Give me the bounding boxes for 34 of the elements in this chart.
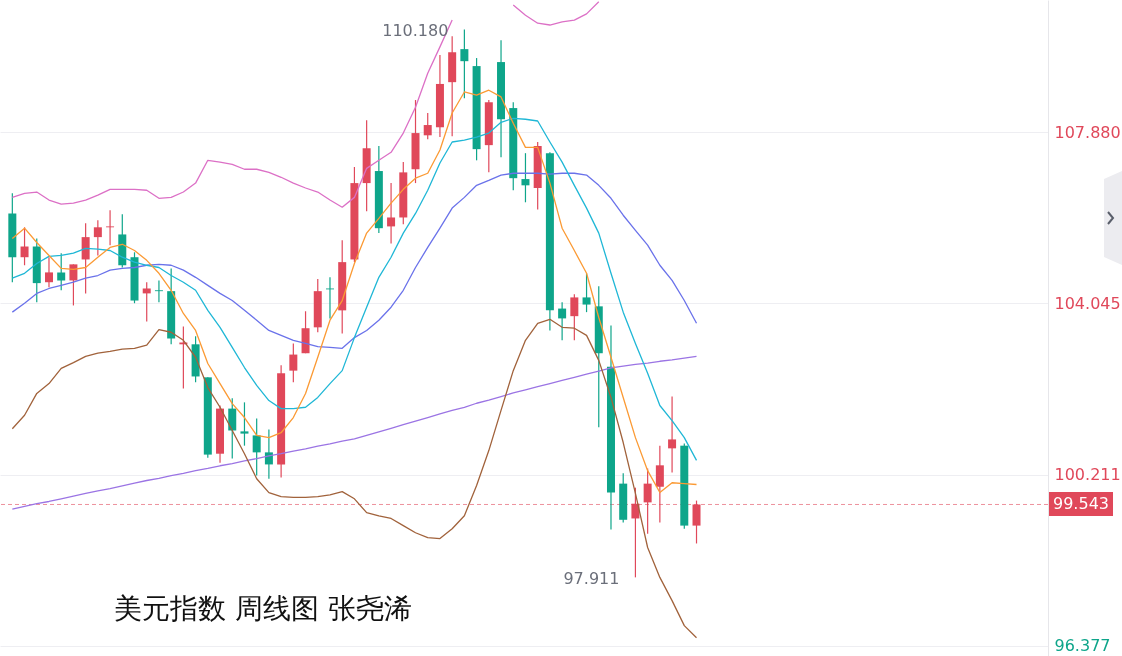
candlestick <box>289 342 298 383</box>
candlestick <box>44 256 53 288</box>
candlestick <box>93 219 102 257</box>
candlestick <box>240 401 249 447</box>
y-tick-label: 100.211 <box>1054 465 1121 485</box>
candlestick <box>154 279 163 303</box>
candlestick <box>57 252 66 291</box>
candlestick <box>20 226 29 266</box>
candlestick <box>423 112 432 140</box>
candlestick <box>142 281 151 323</box>
candlestick <box>228 397 237 460</box>
line-series <box>11 318 698 639</box>
line-series <box>11 355 698 510</box>
candlestick <box>558 301 567 341</box>
candlestick <box>325 276 334 319</box>
candlestick <box>264 428 273 480</box>
candlestick <box>570 293 579 341</box>
y-tick-label: 96.377 <box>1054 636 1111 656</box>
candlestick <box>106 209 115 246</box>
candlestick <box>655 445 664 524</box>
y-tick-label: 107.880 <box>1054 122 1121 142</box>
candlestick <box>521 152 530 203</box>
candlestick <box>387 182 396 244</box>
annotation: 97.911 <box>563 569 620 589</box>
y-tick-label: 104.045 <box>1054 293 1121 313</box>
line-series <box>11 172 698 349</box>
ref-line-label: 99.543 <box>1049 492 1113 517</box>
candlestick <box>692 500 701 545</box>
candlestick <box>668 395 677 474</box>
candlestick <box>252 417 261 477</box>
annotation: 110.180 <box>382 21 449 41</box>
candlestick <box>81 222 90 294</box>
candlestick <box>460 28 469 99</box>
annotation: 美元指数 周线图 张尧浠 <box>114 591 412 627</box>
